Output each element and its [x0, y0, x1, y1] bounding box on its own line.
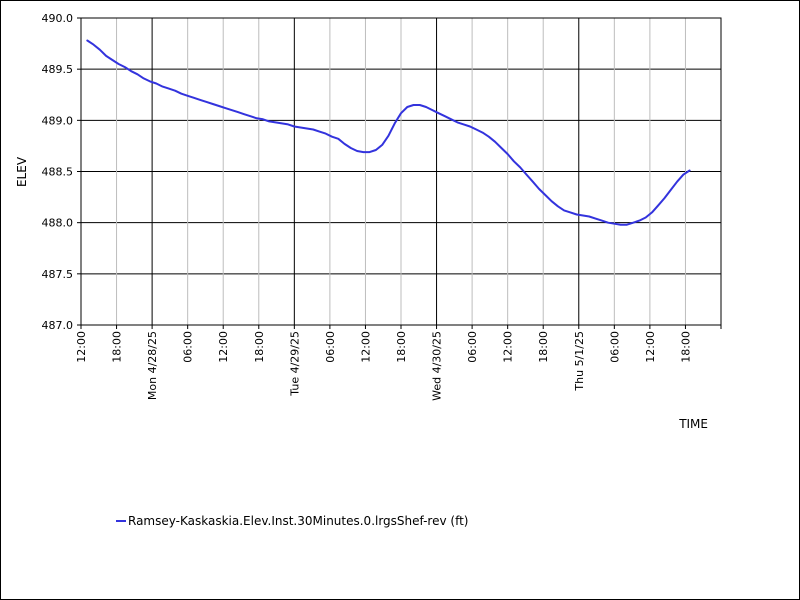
x-tick-label: Tue 4/29/25	[288, 331, 301, 397]
x-tick-label: 06:00	[182, 331, 195, 363]
x-tick-label: 12:00	[359, 331, 372, 363]
x-tick-label: 06:00	[324, 331, 337, 363]
x-tick-label: Wed 4/30/25	[431, 331, 444, 401]
x-tick-label: 12:00	[502, 331, 515, 363]
x-tick-label: 18:00	[537, 331, 550, 363]
legend-label: Ramsey-Kaskaskia.Elev.Inst.30Minutes.0.l…	[128, 514, 468, 528]
x-tick-label: 18:00	[253, 331, 266, 363]
y-tick-label: 488.5	[42, 166, 74, 179]
y-tick-label: 490.0	[42, 12, 74, 25]
x-tick-label: 18:00	[395, 331, 408, 363]
x-axis-label: TIME	[678, 417, 708, 431]
x-tick-label: 18:00	[679, 331, 692, 363]
y-tick-label: 487.0	[42, 319, 74, 332]
x-tick-label: 06:00	[466, 331, 479, 363]
series-layer	[86, 39, 691, 226]
y-tick-label: 487.5	[42, 268, 74, 281]
y-tick-label: 488.0	[42, 217, 74, 230]
grid-layer	[81, 18, 721, 325]
x-tick-label: 12:00	[75, 331, 88, 363]
x-tick-label: 12:00	[217, 331, 230, 363]
y-axis-ticks: 487.0 487.5 488.0 488.5 489.0 489.5 490.0	[42, 12, 81, 332]
x-tick-label: 12:00	[644, 331, 657, 363]
y-tick-label: 489.0	[42, 114, 74, 127]
legend: Ramsey-Kaskaskia.Elev.Inst.30Minutes.0.l…	[116, 514, 468, 528]
series-line	[86, 39, 691, 226]
x-tick-label: Mon 4/28/25	[146, 331, 159, 400]
x-axis-ticks: 12:00 18:00 Mon 4/28/25 06:00 12:00 18:00 Tue …	[75, 325, 722, 401]
y-tick-label: 489.5	[42, 63, 74, 76]
y-axis-label: ELEV	[15, 156, 29, 187]
x-tick-label: Thu 5/1/25	[573, 331, 586, 392]
x-tick-label: 18:00	[111, 331, 124, 363]
x-tick-label: 06:00	[608, 331, 621, 363]
